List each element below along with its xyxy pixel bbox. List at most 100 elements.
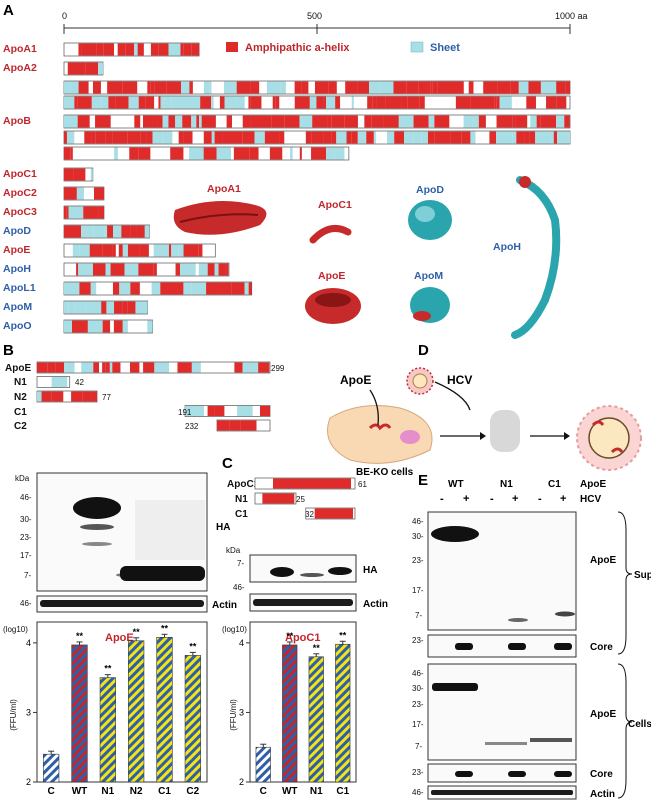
seq-bar-apoe-segment xyxy=(127,244,140,257)
seq-bar-apoe-segment xyxy=(112,244,116,257)
seq-bar-apob-2-segment xyxy=(211,96,214,109)
seq-bar-apob-4-segment xyxy=(211,131,215,144)
seq-bar-apob-4-segment xyxy=(404,131,414,144)
seq-bar-apob-4-segment xyxy=(450,131,462,144)
panel-e-sign-4: + xyxy=(512,493,518,505)
seq-bar-apob-1-segment xyxy=(209,81,212,94)
seq-bar-apob-3-segment xyxy=(383,115,395,128)
seq-bar-apob-3-segment xyxy=(364,115,372,128)
seq-bar-apob-1-segment xyxy=(314,81,329,94)
construct-b-c1-label: C1 xyxy=(14,407,27,418)
construct-b-n2-bar-segment xyxy=(82,391,92,402)
blot-e3-m17: 17- xyxy=(412,720,424,729)
construct-b-apoe-bar-segment xyxy=(105,362,110,373)
seq-bar-apob-4-segment xyxy=(112,131,128,144)
construct-c-n1-label: N1 xyxy=(235,494,248,505)
construct-b-apoe-bar-segment xyxy=(109,362,113,373)
seq-bar-apob-4-segment xyxy=(529,131,536,144)
seq-bar-apob-3-segment xyxy=(175,115,183,128)
seq-bar-apob-1-segment xyxy=(369,81,381,94)
structure-apom xyxy=(410,287,450,323)
seq-bar-apob-3-segment xyxy=(371,115,384,128)
chart-b-significance: ** xyxy=(161,623,169,633)
blot-e4-m23: 23- xyxy=(412,768,424,777)
construct-b-n1-end: 42 xyxy=(75,378,84,387)
label-apom: ApoM xyxy=(3,301,32,313)
seq-bar-apoe-segment xyxy=(118,244,123,257)
blot-e5-label: Actin xyxy=(590,789,615,800)
tube-icon xyxy=(490,410,520,452)
structure-apod xyxy=(408,200,452,240)
seq-bar-apob-4-segment xyxy=(331,131,337,144)
structure-apoc1 xyxy=(309,224,352,244)
seq-bar-apob-4-segment xyxy=(214,131,223,144)
seq-bar-apol1-segment xyxy=(244,282,249,295)
cells-label: Cells xyxy=(628,719,651,730)
construct-b-c1-bar-segment xyxy=(214,406,225,416)
seq-bar-apob-2-segment xyxy=(309,96,317,109)
seq-bar-apob-2-segment xyxy=(367,96,373,109)
label-apod: ApoD xyxy=(3,225,31,237)
seq-bar-apom-segment xyxy=(122,301,128,314)
seq-bar-apod-segment xyxy=(144,225,150,238)
construct-b-c1-bar-segment xyxy=(237,406,253,416)
seq-bar-apob-3-segment xyxy=(434,115,437,128)
construct-c-apoc1-label: ApoC1 xyxy=(227,479,260,490)
construct-b-apoe-end: 299 xyxy=(271,364,285,373)
seq-bar-apob-4-segment xyxy=(366,131,374,144)
seq-bar-apob-2-segment xyxy=(219,96,225,109)
seq-bar-apob-1-segment xyxy=(280,81,286,94)
seq-bar-apob-3-segment xyxy=(478,115,486,128)
seq-bar-apob-1-segment xyxy=(301,81,309,94)
seq-bar-apob-4-segment xyxy=(489,131,497,144)
seq-bar-apob-3-segment xyxy=(428,115,435,128)
seq-bar-apoa2-segment xyxy=(85,62,99,75)
seq-bar-apob-1-segment xyxy=(437,81,450,94)
structure-apoe xyxy=(305,288,361,324)
seq-bar-apob-4-segment xyxy=(394,131,405,144)
chart-b-xlabel-wt: WT xyxy=(72,786,88,797)
seq-bar-apoe-segment xyxy=(79,244,90,257)
seq-bar-apoh-segment xyxy=(138,263,154,276)
panel-e-sign-5: - xyxy=(538,493,542,505)
seq-bar-apoa1-segment xyxy=(103,43,114,56)
seq-bar-apol1-segment xyxy=(90,282,97,295)
virion-icon xyxy=(576,405,642,471)
seq-bar-apob-4-segment xyxy=(146,131,153,144)
seq-bar-apob-1-segment xyxy=(154,81,167,94)
seq-bar-apob-1-segment xyxy=(150,81,155,94)
chart-b-bar-c1 xyxy=(156,637,173,783)
construct-b-apoe-bar-segment xyxy=(37,362,48,373)
seq-bar-apoh-segment xyxy=(110,263,125,276)
seq-bar-apob-1-segment xyxy=(518,81,529,94)
seq-bar-apob-3-segment xyxy=(299,115,313,128)
seq-bar-apob-3-segment xyxy=(344,115,353,128)
seq-bar-apob-4-segment xyxy=(551,131,554,144)
seq-bar-apoa1-segment xyxy=(134,43,138,56)
seq-bar-apom-segment xyxy=(68,301,76,314)
construct-c-c1-helix xyxy=(314,508,354,519)
seq-bar-apob-4-segment xyxy=(66,131,75,144)
seq-bar-apob-2-segment xyxy=(272,96,276,109)
panel-e-group-n1: N1 xyxy=(500,479,513,490)
seq-bar-apob-2-segment xyxy=(294,96,310,109)
sup-brace xyxy=(617,511,633,655)
blot-e4-bands xyxy=(455,771,572,777)
constructs-b xyxy=(36,361,271,432)
construct-b-apoe-bar-segment xyxy=(47,362,56,373)
construct-b-n2-bar-segment xyxy=(51,391,64,402)
structure-label-apoh: ApoH xyxy=(493,241,521,253)
panel-d-hcv: HCV xyxy=(447,373,472,387)
seq-bar-apob-3-segment xyxy=(162,115,169,128)
seq-bar-apob-2-segment xyxy=(171,96,186,109)
chart-c-xlabel-c1: C1 xyxy=(336,786,349,797)
scale-tick-500: 500 xyxy=(307,11,322,21)
seq-bar-apol1-segment xyxy=(191,282,207,295)
constructs-c xyxy=(254,477,356,520)
seq-bar-apob-4-segment xyxy=(84,131,92,144)
seq-bar-apol1-segment xyxy=(112,282,120,295)
seq-bar-apod-segment xyxy=(130,225,137,238)
seq-bar-apob-3-segment xyxy=(196,115,200,128)
seq-bar-apoe-segment xyxy=(102,244,113,257)
seq-bar-apob-2-segment xyxy=(481,96,495,109)
